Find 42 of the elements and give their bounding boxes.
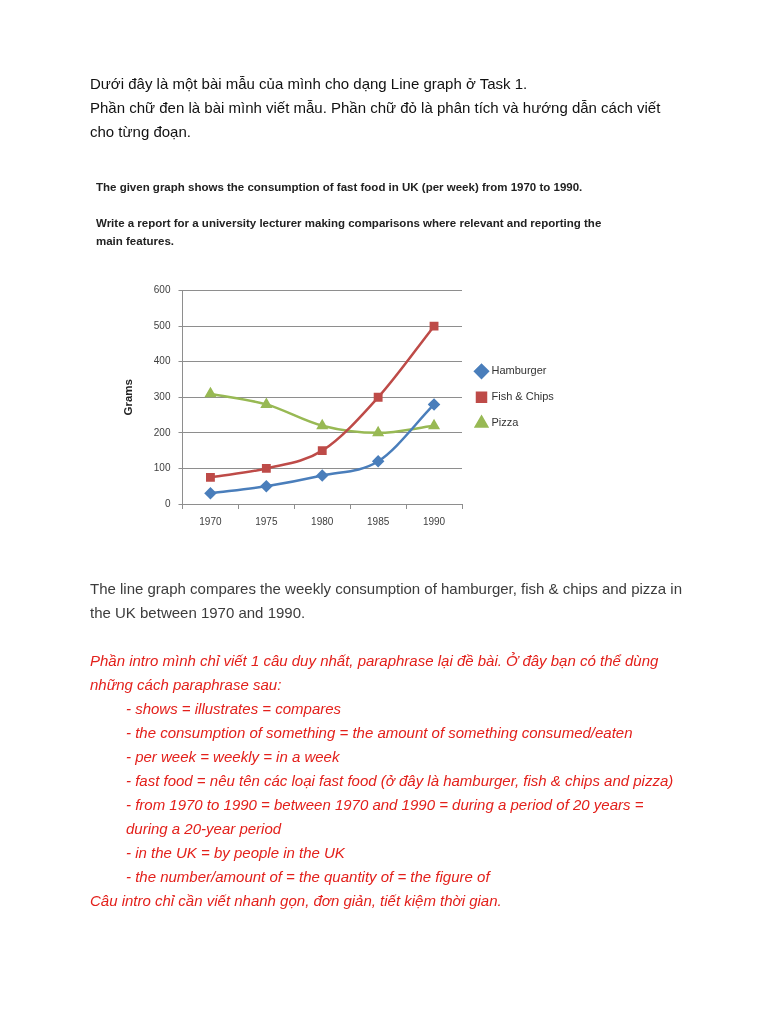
point bbox=[372, 455, 384, 468]
point bbox=[204, 487, 217, 500]
x-tick-label: 1990 bbox=[422, 515, 446, 527]
y-tick-label: 300 bbox=[153, 391, 171, 403]
legend-label: Fish & Chips bbox=[491, 390, 555, 403]
y-tick-label: 500 bbox=[153, 319, 171, 331]
y-tick-label: 100 bbox=[153, 462, 171, 474]
point bbox=[205, 387, 216, 398]
point bbox=[206, 472, 215, 482]
y-tick-label: 400 bbox=[153, 355, 171, 367]
text: - the number/amount of = the quantity of = the figure of bbox=[125, 867, 492, 887]
point bbox=[428, 398, 440, 411]
x-tick-label: 1975 bbox=[255, 515, 278, 527]
text: Phần chữ đen là bài mình viết mẫu. Phần chữ đỏ là phân tích và hướng dẫn cách viết cho từng đoạn. bbox=[90, 98, 662, 142]
text: - per week = weekly = in a week bbox=[125, 747, 341, 767]
text: - fast food = nêu tên các loại fast food (ở đây là hamburger, fish & chips and pizza) bbox=[125, 771, 675, 791]
point bbox=[317, 446, 327, 456]
chart-title: The given graph shows the consumption of fast food in UK (per week) from 1970 to 1990. bbox=[96, 180, 583, 193]
point bbox=[260, 480, 273, 492]
text: Dưới đây là một bài mẫu của mình cho dạng Line graph ở Task 1. bbox=[90, 74, 529, 94]
legend-label: Hamburger bbox=[491, 364, 547, 377]
y-tick-label: 600 bbox=[153, 284, 171, 296]
text: Phần intro mình chỉ viết 1 câu duy nhất, paraphrase lại đề bài. Ở đây bạn có thể dùng những cách paraphrase sau: bbox=[90, 651, 660, 695]
y-tick-label: 0 bbox=[164, 497, 171, 509]
legend-label: Pizza bbox=[491, 416, 520, 429]
point bbox=[373, 392, 383, 402]
point bbox=[261, 398, 272, 408]
y-axis-title: Grams bbox=[122, 379, 135, 416]
text: - the consumption of something = the amount of something consumed/eaten bbox=[125, 723, 634, 743]
x-tick-label: 1970 bbox=[199, 515, 222, 527]
text: - shows = illustrates = compares bbox=[125, 699, 343, 719]
point bbox=[316, 469, 328, 482]
text: The line graph compares the weekly consumption of hamburger, fish & chips and pizza in the UK between 1970 and 1990. bbox=[90, 579, 683, 623]
text: Câu intro chỉ cần viết nhanh gọn, đơn giản, tiết kiệm thời gian. bbox=[90, 891, 503, 911]
chart-subtitle: Write a report for a university lecturer making comparisons where relevant and reporting the main features. bbox=[96, 217, 602, 247]
text: - in the UK = by people in the UK bbox=[125, 843, 346, 863]
x-tick-label: 1985 bbox=[367, 515, 390, 527]
point bbox=[429, 321, 439, 331]
point bbox=[261, 464, 271, 473]
x-tick-label: 1980 bbox=[311, 515, 334, 527]
text: - from 1970 to 1990 = between 1970 and 1990 = during a period of 20 years = during a 20-year period bbox=[125, 795, 645, 839]
y-tick-label: 200 bbox=[153, 426, 171, 438]
